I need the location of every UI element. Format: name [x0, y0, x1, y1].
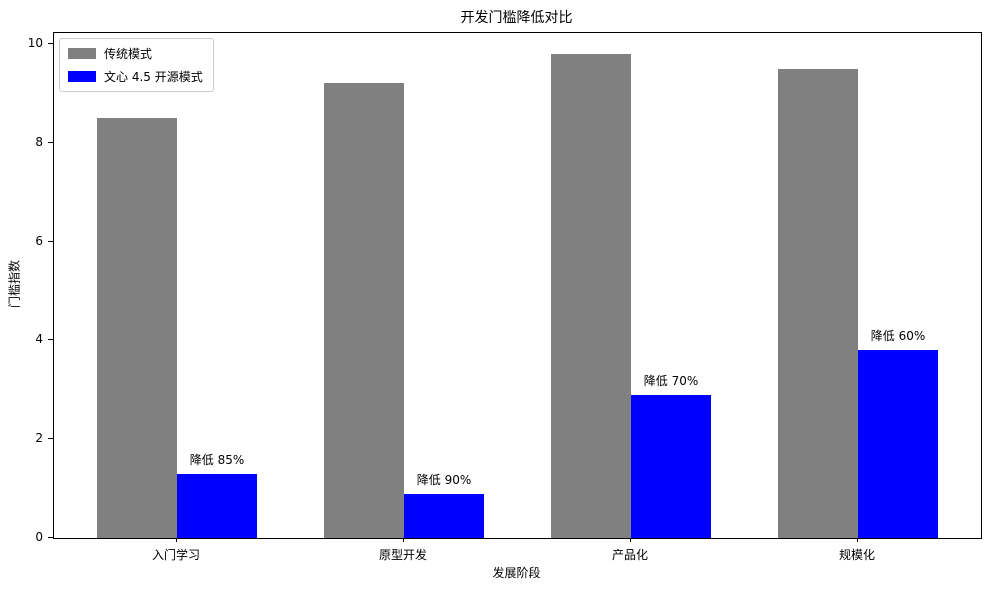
bar-traditional-1: [97, 118, 177, 538]
bar-opensource-2: [404, 494, 484, 538]
y-axis-tick: [48, 438, 53, 439]
y-tick-label: 6: [35, 234, 43, 248]
x-axis-tick: [176, 538, 177, 542]
y-axis-tick: [48, 241, 53, 242]
y-axis-tick: [48, 339, 53, 340]
y-tick-label: 8: [35, 135, 43, 149]
y-tick-label: 10: [27, 36, 43, 50]
bar-opensource-4: [858, 350, 938, 538]
y-tick-label: 2: [35, 431, 43, 445]
x-tick-label: 原型开发: [378, 548, 428, 562]
legend-swatch-icon: [68, 48, 96, 59]
x-axis-label: 发展阶段: [492, 566, 541, 580]
legend-label: 传统模式: [104, 47, 153, 61]
x-tick-label: 规模化: [838, 548, 876, 562]
legend: 传统模式文心 4.5 开源模式: [59, 38, 214, 92]
x-axis-tick: [857, 538, 858, 542]
bar-opensource-1: [177, 474, 257, 538]
bar-annotation: 降低 90%: [416, 473, 472, 487]
legend-label: 文心 4.5 开源模式: [104, 70, 203, 84]
y-axis-tick: [48, 142, 53, 143]
x-axis-tick: [630, 538, 631, 542]
bar-annotation: 降低 70%: [643, 374, 699, 388]
bar-annotation: 降低 85%: [189, 453, 245, 467]
y-axis-tick: [48, 537, 53, 538]
plot-area: 传统模式文心 4.5 开源模式 降低 85% 降低 90% 降低 70% 降低 60%: [53, 32, 982, 539]
y-axis-tick: [48, 43, 53, 44]
legend-item: 传统模式: [68, 45, 203, 62]
x-tick-label: 产品化: [611, 548, 649, 562]
y-axis-label: 门槛指数: [7, 259, 22, 309]
x-axis-tick: [403, 538, 404, 542]
y-tick-label: 4: [35, 332, 43, 346]
legend-swatch-icon: [68, 71, 96, 82]
legend-item: 文心 4.5 开源模式: [68, 68, 203, 85]
bar-opensource-3: [631, 395, 711, 538]
chart-title: 开发门槛降低对比: [460, 10, 573, 26]
bar-annotation: 降低 60%: [870, 329, 926, 343]
x-tick-label: 入门学习: [151, 548, 201, 562]
y-tick-label: 0: [35, 530, 43, 544]
bar-traditional-4: [778, 69, 858, 538]
bar-traditional-3: [551, 54, 631, 538]
bar-traditional-2: [324, 83, 404, 538]
